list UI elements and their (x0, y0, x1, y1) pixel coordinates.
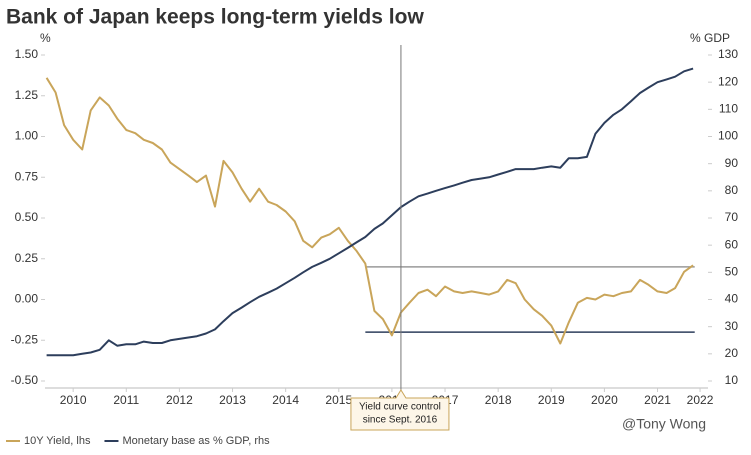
chart-title: Bank of Japan keeps long-term yields low (6, 6, 424, 29)
annotation-text: since Sept. 2016 (363, 415, 438, 426)
y2-tick-label: 120 (718, 74, 738, 88)
x-tick-label: 2014 (272, 393, 299, 407)
x-tick-label: 2011 (113, 393, 139, 407)
y2-tick-label: 40 (725, 292, 739, 306)
y2-tick-label: 30 (725, 319, 739, 333)
y-tick-label: -0.50 (11, 373, 39, 387)
annotation-box (350, 389, 450, 431)
y-tick-label: 1.50 (15, 47, 39, 61)
x-tick-label: 2021 (644, 393, 671, 407)
y-tick-label: 1.00 (15, 129, 39, 143)
x-tick-label: 2010 (60, 393, 87, 407)
y-tick-label: 1.25 (15, 88, 39, 102)
x-tick-label: 2018 (485, 393, 512, 407)
x-tick-label: 2022 (687, 393, 714, 407)
y2-axis-label: % GDP (690, 31, 730, 45)
series-line (46, 67, 694, 357)
y-tick-label: -0.25 (11, 332, 39, 346)
x-tick-label: 2019 (538, 393, 565, 407)
watermark: @Tony Wong (622, 416, 706, 432)
x-tick-label: 2013 (219, 393, 246, 407)
y2-tick-label: 130 (718, 47, 738, 61)
y-tick-label: 0.25 (15, 251, 39, 265)
y2-tick-label: 110 (719, 102, 738, 116)
legend-label: 10Y Yield, lhs (24, 435, 91, 447)
annotation-text: Yield curve control (359, 402, 441, 413)
y-tick-label: 0.75 (15, 169, 39, 183)
x-tick-label: 2012 (166, 393, 193, 407)
y2-tick-label: 70 (725, 210, 739, 224)
y2-tick-label: 20 (725, 346, 739, 360)
y-tick-label: 0.00 (15, 292, 39, 306)
y-axis-label: % (40, 31, 51, 45)
y-tick-label: 0.50 (15, 210, 39, 224)
y2-tick-label: 80 (725, 183, 739, 197)
legend-label: Monetary base as % GDP, rhs (122, 435, 270, 447)
x-tick-label: 2020 (591, 393, 618, 407)
y2-tick-label: 90 (725, 156, 739, 170)
y2-tick-label: 100 (718, 129, 738, 143)
y2-tick-label: 50 (725, 265, 739, 279)
series-line (45, 77, 694, 345)
y2-tick-label: 10 (725, 373, 739, 387)
x-tick-label: 2015 (325, 393, 352, 407)
y2-tick-label: 60 (725, 237, 739, 251)
